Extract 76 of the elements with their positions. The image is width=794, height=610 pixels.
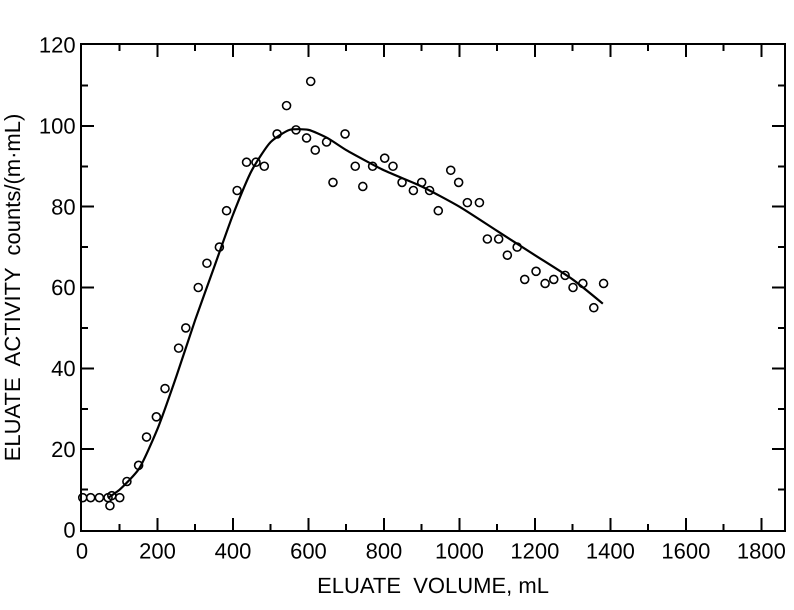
point xyxy=(568,282,578,292)
point xyxy=(598,278,608,288)
point xyxy=(380,153,390,163)
y-tick-label: 40 xyxy=(51,356,76,382)
point xyxy=(560,270,570,280)
point xyxy=(242,157,252,168)
y-tick-label: 80 xyxy=(51,194,76,220)
point xyxy=(291,125,301,135)
point xyxy=(328,178,338,188)
point xyxy=(397,178,407,188)
point xyxy=(174,343,184,353)
point xyxy=(94,492,104,502)
point xyxy=(202,258,212,268)
point xyxy=(259,161,270,172)
point xyxy=(408,186,418,196)
point xyxy=(306,76,316,86)
x-tick-label: 200 xyxy=(139,538,176,564)
point xyxy=(350,161,360,172)
point xyxy=(232,186,242,196)
point xyxy=(540,278,550,288)
y-axis-title: ELUATE ACTIVITY counts/(m·mL) xyxy=(0,114,25,462)
point xyxy=(322,137,332,147)
point xyxy=(474,198,484,208)
point xyxy=(302,133,312,143)
x-tick-label: 1800 xyxy=(736,538,786,564)
x-axis-title: ELUATE VOLUME, mL xyxy=(317,572,549,598)
point xyxy=(122,476,132,486)
y-tick-label: 100 xyxy=(38,114,76,139)
x-tick-label: 1200 xyxy=(510,538,560,564)
point xyxy=(78,492,88,502)
x-tick-label: 600 xyxy=(290,538,327,564)
point xyxy=(416,178,426,188)
point xyxy=(446,165,456,176)
point xyxy=(105,500,115,511)
point xyxy=(340,129,350,139)
y-tick-label: 120 xyxy=(38,32,76,58)
point xyxy=(103,492,113,502)
point xyxy=(152,412,162,422)
point xyxy=(114,492,125,502)
y-tick-label: 20 xyxy=(51,436,76,462)
point xyxy=(588,302,599,313)
point xyxy=(531,266,541,276)
x-tick-label: 800 xyxy=(366,538,402,564)
point xyxy=(358,182,368,192)
point xyxy=(433,206,444,216)
y-tick-label: 0 xyxy=(63,518,76,543)
point xyxy=(86,492,96,502)
point xyxy=(222,206,232,216)
x-tick-label: 1400 xyxy=(586,538,635,564)
point xyxy=(494,234,504,244)
point xyxy=(282,100,292,110)
point xyxy=(368,161,378,172)
point xyxy=(454,178,464,188)
point xyxy=(578,278,588,288)
point xyxy=(142,432,152,442)
point xyxy=(193,282,204,292)
point xyxy=(424,186,434,196)
point xyxy=(272,129,282,139)
point xyxy=(520,274,530,284)
point xyxy=(107,490,117,500)
point xyxy=(388,161,398,172)
point xyxy=(482,234,492,244)
x-tick-label: 400 xyxy=(214,538,252,564)
point xyxy=(160,384,170,394)
point xyxy=(134,460,144,470)
point xyxy=(512,242,522,252)
point xyxy=(548,274,559,284)
point xyxy=(502,250,512,260)
x-tick-label: 1600 xyxy=(661,538,710,564)
point xyxy=(462,198,472,208)
point xyxy=(251,157,261,168)
point xyxy=(214,242,224,252)
y-tick-label: 60 xyxy=(51,275,76,300)
point xyxy=(180,323,191,333)
point xyxy=(310,145,320,155)
x-tick-label: 1000 xyxy=(434,538,484,564)
